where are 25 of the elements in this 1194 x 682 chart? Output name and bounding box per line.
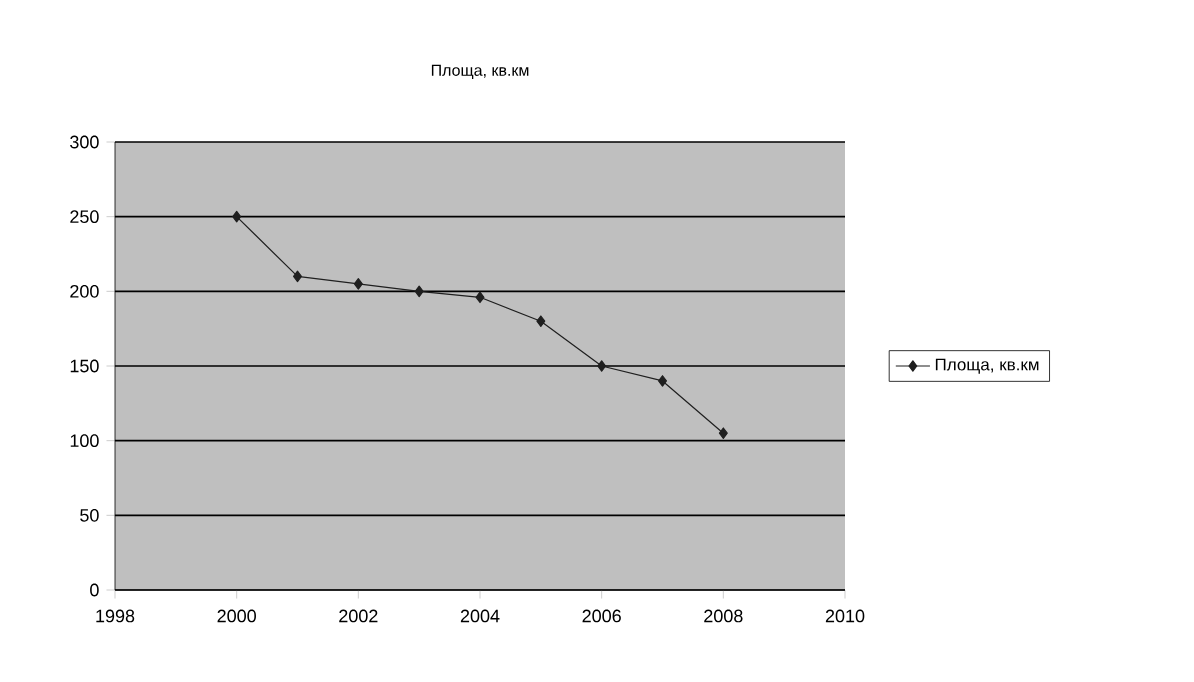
y-tick-label: 200 bbox=[70, 284, 99, 298]
y-tick-label: 50 bbox=[80, 508, 99, 522]
y-tick-label: 100 bbox=[70, 434, 99, 448]
y-tick-label: 300 bbox=[70, 135, 99, 149]
x-tick-label: 1998 bbox=[96, 609, 135, 623]
point bbox=[293, 270, 303, 283]
chart-title: Площа, кв.км bbox=[431, 64, 529, 79]
x-tick-label: 2002 bbox=[339, 609, 378, 623]
x-tick-label: 2010 bbox=[825, 609, 865, 623]
x-tick-label: 2000 bbox=[217, 609, 256, 623]
legend-label: Площа, кв.км bbox=[935, 358, 1039, 374]
point bbox=[597, 360, 607, 372]
point bbox=[414, 285, 424, 298]
point bbox=[658, 375, 667, 387]
y-tick-label: 250 bbox=[70, 210, 99, 224]
point bbox=[536, 315, 546, 327]
point bbox=[475, 291, 485, 304]
point bbox=[353, 278, 363, 290]
x-tick-label: 2004 bbox=[460, 609, 500, 623]
x-tick-label: 2008 bbox=[704, 609, 743, 623]
y-tick-label: 150 bbox=[70, 359, 99, 373]
point bbox=[718, 427, 728, 439]
y-tick-label: 0 bbox=[90, 583, 99, 597]
point bbox=[232, 210, 242, 223]
x-tick-label: 2006 bbox=[582, 609, 621, 623]
